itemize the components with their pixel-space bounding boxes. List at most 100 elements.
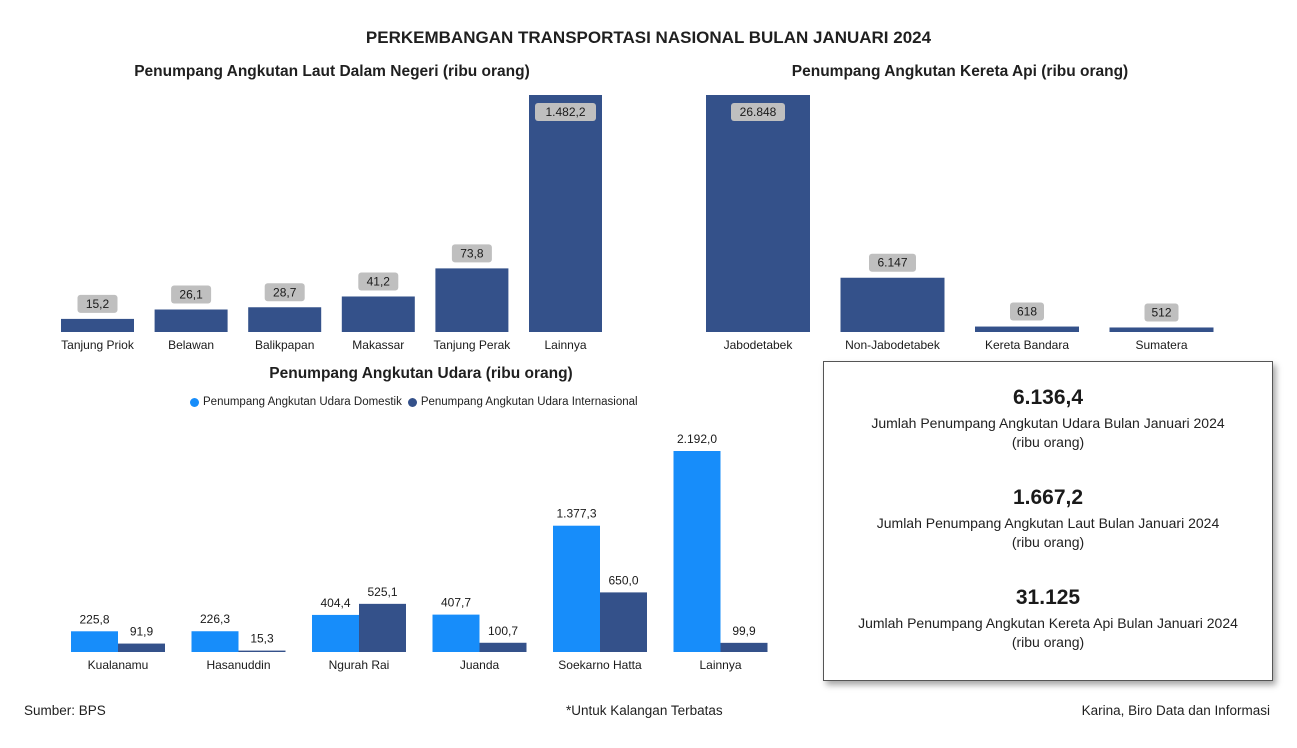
kereta-chart: 26.848 Jabodetabek 6.147 Non-Jabodetabek 618… bbox=[706, 95, 1214, 352]
kereta-bar-sumatera-label: 512 bbox=[1151, 305, 1171, 319]
udara-bar-lainnya-domestik-label: 2.192,0 bbox=[677, 432, 717, 446]
udara-legend: Penumpang Angkutan Udara Domestik Penump… bbox=[190, 396, 644, 408]
udara-tick-ngurah-rai: Ngurah Rai bbox=[329, 658, 390, 672]
udara-bar-kualanamu-internasional-label: 91,9 bbox=[130, 625, 154, 639]
udara-bar-juanda-internasional bbox=[479, 642, 527, 652]
summary-laut-label-line2: (ribu orang) bbox=[1011, 534, 1085, 550]
udara-bar-kualanamu-domestik bbox=[71, 631, 118, 652]
kereta-bar-jabodetabek bbox=[706, 95, 810, 332]
laut-bar-lainnya bbox=[529, 95, 602, 332]
legend-domestik-swatch bbox=[190, 397, 199, 407]
udara-bar-ngurah-rai-internasional bbox=[359, 603, 406, 652]
udara-chart-title: Penumpang Angkutan Udara (ribu orang) bbox=[269, 365, 573, 382]
summary-laut: 1.667,2 Jumlah Penumpang Angkutan Laut B… bbox=[824, 486, 1272, 552]
udara-bar-lainnya-domestik bbox=[673, 451, 721, 652]
udara-bar-juanda-internasional-label: 100,7 bbox=[488, 624, 518, 638]
footer-note: *Untuk Kalangan Terbatas bbox=[566, 703, 723, 718]
kereta-bar-sumatera-label-box bbox=[1144, 303, 1179, 322]
laut-chart-title: Penumpang Angkutan Laut Dalam Negeri (ri… bbox=[134, 63, 530, 80]
laut-bar-tanjung-priok-label: 15,2 bbox=[86, 297, 110, 311]
laut-tick-lainnya: Lainnya bbox=[544, 338, 586, 352]
legend-domestik: Penumpang Angkutan Udara Domestik bbox=[190, 396, 402, 408]
legend-internasional-swatch bbox=[407, 397, 417, 407]
laut-bar-belawan-label-box bbox=[171, 285, 212, 304]
summary-laut-label-line1: Jumlah Penumpang Angkutan Laut Bulan Jan… bbox=[876, 515, 1220, 531]
udara-bar-juanda-domestik-label: 407,7 bbox=[441, 596, 471, 610]
summary-kereta-value: 31.125 bbox=[1015, 586, 1081, 609]
kereta-bar-kereta-bandara-label-box bbox=[1010, 302, 1044, 321]
kereta-bar-jabodetabek-label: 26.848 bbox=[740, 105, 777, 119]
summary-kereta: 31.125 Jumlah Penumpang Angkutan Kereta … bbox=[824, 586, 1272, 652]
kereta-tick-jabodetabek: Jabodetabek bbox=[724, 338, 794, 352]
legend-internasional-label: Penumpang Angkutan Udara Internasional bbox=[420, 396, 638, 408]
udara-bar-kualanamu-internasional bbox=[118, 643, 165, 652]
udara-bar-soekarno-hatta-domestik-label: 1.377,3 bbox=[556, 507, 596, 521]
kereta-tick-kereta-bandara: Kereta Bandara bbox=[985, 338, 1069, 352]
laut-tick-tanjung-perak: Tanjung Perak bbox=[434, 338, 512, 352]
udara-bar-soekarno-hatta-internasional-label: 650,0 bbox=[608, 573, 638, 587]
laut-bar-tanjung-perak-label-box bbox=[451, 244, 492, 263]
kereta-bar-kereta-bandara bbox=[975, 326, 1079, 332]
summary-box: 6.136,4 Jumlah Penumpang Angkutan Udara … bbox=[823, 361, 1273, 681]
udara-tick-hasanuddin: Hasanuddin bbox=[206, 658, 270, 672]
udara-bar-soekarno-hatta-internasional bbox=[600, 592, 647, 652]
summary-udara-value: 6.136,4 bbox=[1012, 386, 1084, 409]
laut-bar-tanjung-priok bbox=[61, 318, 134, 332]
udara-bar-hasanuddin-domestik bbox=[191, 631, 239, 652]
laut-bar-lainnya-label: 1.482,2 bbox=[545, 105, 585, 119]
kereta-bar-sumatera bbox=[1109, 327, 1214, 332]
laut-bar-tanjung-perak-label: 73,8 bbox=[460, 246, 484, 260]
summary-udara-label-line2: (ribu orang) bbox=[1011, 434, 1085, 450]
kereta-bar-non-jabodetabek bbox=[840, 277, 945, 332]
footer-author: Karina, Biro Data dan Informasi bbox=[1081, 703, 1270, 718]
udara-bar-ngurah-rai-domestik bbox=[312, 614, 359, 652]
udara-tick-kualanamu: Kualanamu bbox=[88, 658, 149, 672]
summary-udara-label: Jumlah Penumpang Angkutan Udara Bulan Ja… bbox=[824, 414, 1272, 452]
udara-chart: 225,8 91,9 Kualanamu 226,3 15,3 Hasanuddin 404… bbox=[71, 432, 768, 672]
laut-bar-balikpapan-label-box bbox=[264, 283, 305, 302]
laut-bar-belawan bbox=[154, 309, 228, 332]
udara-bar-lainnya-internasional bbox=[720, 642, 768, 652]
laut-bar-makassar-label-box bbox=[358, 272, 399, 291]
kereta-tick-sumatera: Sumatera bbox=[1135, 338, 1187, 352]
udara-bar-hasanuddin-domestik-label: 226,3 bbox=[200, 612, 230, 626]
udara-bar-ngurah-rai-domestik-label: 404,4 bbox=[320, 596, 350, 610]
laut-tick-belawan: Belawan bbox=[168, 338, 214, 352]
summary-kereta-label-line1: Jumlah Penumpang Angkutan Kereta Api Bul… bbox=[858, 615, 1238, 631]
laut-bar-tanjung-priok-label-box bbox=[77, 294, 118, 313]
laut-bar-belawan-label: 26,1 bbox=[179, 288, 203, 302]
legend-internasional: Penumpang Angkutan Udara Internasional bbox=[407, 396, 638, 408]
udara-tick-soekarno-hatta: Soekarno Hatta bbox=[558, 658, 642, 672]
kereta-bar-non-jabodetabek-label-box bbox=[869, 253, 916, 272]
udara-bar-hasanuddin-internasional bbox=[238, 650, 286, 652]
kereta-bar-kereta-bandara-label: 618 bbox=[1017, 305, 1037, 319]
legend-domestik-label: Penumpang Angkutan Udara Domestik bbox=[203, 396, 402, 408]
kereta-chart-title: Penumpang Angkutan Kereta Api (ribu oran… bbox=[791, 63, 1129, 80]
udara-bar-ngurah-rai-internasional-label: 525,1 bbox=[367, 585, 397, 599]
udara-bar-hasanuddin-internasional-label: 15,3 bbox=[250, 632, 274, 646]
laut-tick-tanjung-priok: Tanjung Priok bbox=[61, 338, 135, 352]
udara-tick-juanda: Juanda bbox=[460, 658, 500, 672]
summary-udara: 6.136,4 Jumlah Penumpang Angkutan Udara … bbox=[824, 386, 1272, 452]
laut-bar-makassar bbox=[341, 296, 415, 332]
summary-kereta-label: Jumlah Penumpang Angkutan Kereta Api Bul… bbox=[824, 614, 1272, 652]
udara-tick-lainnya: Lainnya bbox=[699, 658, 741, 672]
laut-bar-tanjung-perak bbox=[435, 268, 509, 332]
laut-bar-balikpapan bbox=[248, 307, 322, 332]
kereta-tick-non-jabodetabek: Non-Jabodetabek bbox=[845, 338, 941, 352]
kereta-bar-non-jabodetabek-label: 6.147 bbox=[877, 256, 907, 270]
kereta-bar-jabodetabek-label-box bbox=[731, 103, 785, 121]
main-title: PERKEMBANGAN TRANSPORTASI NASIONAL BULAN… bbox=[365, 28, 932, 47]
laut-chart: 15,2 Tanjung Priok 26,1 Belawan 28,7 Balikpap… bbox=[61, 95, 602, 352]
footer-source: Sumber: BPS bbox=[24, 703, 106, 718]
laut-bar-lainnya-label-box bbox=[535, 103, 596, 121]
laut-tick-balikpapan: Balikpapan bbox=[255, 338, 314, 352]
summary-laut-label: Jumlah Penumpang Angkutan Laut Bulan Jan… bbox=[824, 514, 1272, 552]
udara-bar-lainnya-internasional-label: 99,9 bbox=[732, 624, 756, 638]
laut-bar-makassar-label: 41,2 bbox=[367, 274, 391, 288]
laut-bar-balikpapan-label: 28,7 bbox=[273, 285, 297, 299]
laut-tick-makassar: Makassar bbox=[352, 338, 404, 352]
udara-bar-juanda-domestik bbox=[432, 614, 480, 652]
udara-bar-soekarno-hatta-domestik bbox=[553, 525, 600, 652]
summary-kereta-label-line2: (ribu orang) bbox=[1011, 634, 1085, 650]
